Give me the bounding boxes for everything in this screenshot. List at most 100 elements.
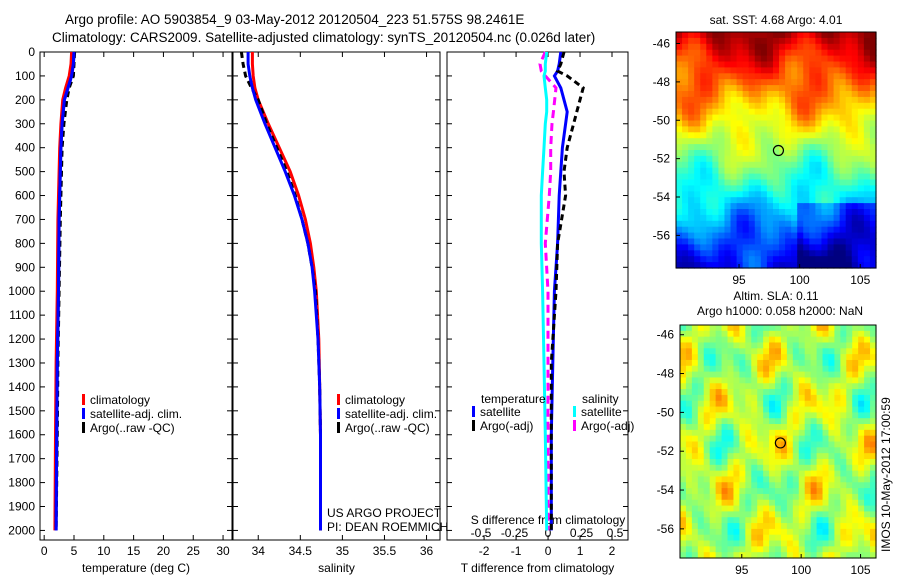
map-cell — [845, 220, 853, 228]
map-cell — [757, 377, 764, 384]
map-cell — [840, 406, 847, 413]
map-cell — [715, 493, 723, 501]
map-cell — [839, 232, 847, 240]
map-cell — [827, 173, 835, 181]
map-cell — [858, 354, 865, 361]
map-cell — [839, 209, 847, 216]
map-cell — [779, 91, 786, 98]
map-cell — [739, 523, 746, 530]
map-cell — [845, 67, 853, 74]
map-cell — [709, 325, 717, 332]
map-cell — [840, 511, 847, 518]
map-cell — [772, 161, 780, 169]
map-cell — [757, 412, 764, 419]
map-cell — [718, 161, 726, 169]
map-cell — [851, 155, 859, 163]
map-cell — [803, 203, 810, 210]
map-cell — [851, 102, 859, 110]
map-cell — [839, 37, 847, 45]
map-cell — [703, 412, 711, 419]
map-cell — [864, 330, 871, 338]
map-cell — [791, 197, 798, 204]
map-cell — [839, 161, 847, 169]
map-cell — [846, 394, 853, 402]
map-cell — [851, 126, 859, 133]
map-cell — [676, 96, 683, 104]
map-cell — [733, 389, 740, 396]
map-cell — [815, 244, 823, 251]
map-cell — [809, 238, 816, 245]
map-cell — [858, 488, 865, 495]
map-cell — [680, 464, 687, 472]
map-cell — [846, 377, 853, 384]
map-cell — [763, 534, 770, 542]
map-cell — [786, 441, 794, 448]
map-cell — [809, 256, 816, 263]
map-cell — [851, 85, 859, 92]
map-cell — [869, 191, 877, 198]
map-cell — [797, 197, 804, 204]
map-cell — [739, 377, 746, 384]
map-cell — [828, 325, 836, 332]
map-cell — [864, 365, 871, 373]
map-cell — [748, 203, 756, 210]
map-cell — [828, 441, 836, 448]
map-cell — [733, 540, 740, 547]
map-cell — [712, 191, 720, 198]
map-cell — [682, 73, 689, 80]
map-cell — [715, 447, 723, 454]
map-cell — [810, 330, 818, 338]
map-cell — [798, 336, 806, 344]
map-cell — [857, 191, 865, 198]
map-cell — [833, 209, 841, 216]
map-cell — [724, 179, 732, 186]
map-cell — [694, 167, 701, 175]
map-cell — [779, 102, 786, 110]
map-cell — [791, 67, 798, 74]
map-cell — [680, 389, 687, 396]
map-cell — [791, 43, 798, 51]
map-cell — [730, 155, 738, 163]
map-cell — [697, 371, 705, 379]
map-cell — [691, 394, 699, 402]
map-cell — [691, 511, 699, 518]
map-cell — [700, 238, 707, 245]
map-cell — [851, 132, 859, 139]
map-cell — [682, 250, 689, 257]
map-cell — [852, 464, 859, 472]
map-cell — [703, 488, 711, 495]
map-cell — [779, 238, 786, 245]
map-cell — [833, 138, 841, 145]
map-cell — [718, 120, 726, 127]
map-cell — [733, 505, 740, 512]
map-cell — [688, 37, 695, 45]
map-cell — [839, 250, 847, 257]
map-cell — [718, 197, 726, 204]
map-cell — [730, 73, 738, 80]
map-cell — [785, 238, 792, 245]
map-cell — [779, 114, 786, 122]
map-cell — [706, 220, 713, 228]
map-cell — [833, 120, 841, 127]
map-cell — [833, 108, 841, 116]
map-cell — [742, 191, 750, 198]
map-cell — [852, 470, 859, 478]
map-cell — [803, 197, 810, 204]
map-cell — [706, 61, 713, 68]
map-cell — [852, 330, 859, 338]
map-cell — [815, 37, 823, 45]
map-cell — [739, 330, 746, 338]
map-cell — [816, 348, 824, 355]
map-cell — [779, 108, 786, 116]
map-cell — [821, 167, 829, 175]
map-cell — [691, 493, 699, 501]
map-cell — [780, 400, 788, 408]
map-cell — [691, 517, 699, 524]
map-cell — [739, 435, 746, 443]
map-cell — [748, 155, 756, 163]
map-cell — [827, 85, 835, 92]
map-cell — [760, 214, 768, 222]
map-cell — [869, 49, 877, 57]
map-cell — [676, 132, 683, 139]
x-tick-label: 35 — [336, 544, 350, 558]
